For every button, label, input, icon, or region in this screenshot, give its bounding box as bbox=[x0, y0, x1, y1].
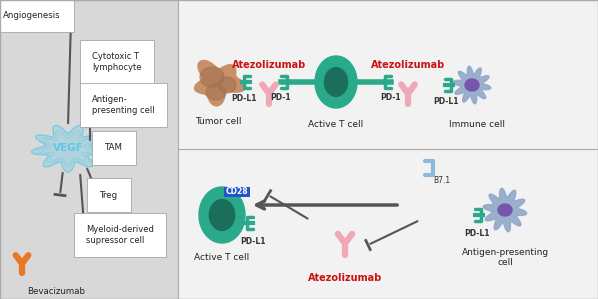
Text: Antigen-
presenting cell: Antigen- presenting cell bbox=[92, 95, 155, 115]
Bar bbox=[0, 0, 178, 299]
Polygon shape bbox=[315, 56, 357, 108]
Text: TAM: TAM bbox=[105, 144, 123, 152]
Polygon shape bbox=[218, 77, 236, 93]
Text: PD-L1: PD-L1 bbox=[240, 237, 266, 246]
Text: PD-1: PD-1 bbox=[271, 93, 291, 102]
Text: Active T cell: Active T cell bbox=[309, 120, 364, 129]
Text: Atezolizumab: Atezolizumab bbox=[232, 60, 306, 70]
Text: PD-L1: PD-L1 bbox=[433, 97, 459, 106]
Polygon shape bbox=[465, 79, 479, 91]
Text: Atezolizumab: Atezolizumab bbox=[371, 60, 445, 70]
Text: B7.1: B7.1 bbox=[433, 176, 450, 185]
Text: Active T cell: Active T cell bbox=[194, 253, 249, 262]
Text: VEGF: VEGF bbox=[53, 143, 83, 153]
Text: Tumor cell: Tumor cell bbox=[195, 117, 241, 126]
Text: Myeloid-derived
supressor cell: Myeloid-derived supressor cell bbox=[86, 225, 154, 245]
Text: Angiogenesis: Angiogenesis bbox=[3, 10, 60, 19]
Polygon shape bbox=[194, 60, 246, 106]
Text: PD-L1: PD-L1 bbox=[464, 229, 490, 238]
Text: Immune cell: Immune cell bbox=[449, 120, 505, 129]
Polygon shape bbox=[199, 187, 245, 243]
Polygon shape bbox=[498, 204, 512, 216]
Text: Atezolizumab: Atezolizumab bbox=[308, 273, 382, 283]
Polygon shape bbox=[483, 188, 527, 232]
Text: Cytotoxic T
lymphocyte: Cytotoxic T lymphocyte bbox=[92, 52, 142, 72]
Text: Bevacizumab: Bevacizumab bbox=[27, 287, 85, 296]
Polygon shape bbox=[453, 66, 491, 104]
Polygon shape bbox=[32, 125, 105, 172]
Text: PD-1: PD-1 bbox=[381, 93, 401, 102]
Text: Treg: Treg bbox=[100, 190, 118, 199]
Polygon shape bbox=[206, 84, 226, 100]
Text: PD-L1: PD-L1 bbox=[231, 94, 257, 103]
Polygon shape bbox=[200, 67, 224, 87]
Text: Antigen-presenting
cell: Antigen-presenting cell bbox=[462, 248, 548, 267]
Text: CD28: CD28 bbox=[225, 187, 248, 196]
Polygon shape bbox=[325, 68, 347, 96]
Bar bbox=[224, 187, 250, 197]
Polygon shape bbox=[209, 200, 234, 231]
Bar bbox=[178, 0, 598, 299]
